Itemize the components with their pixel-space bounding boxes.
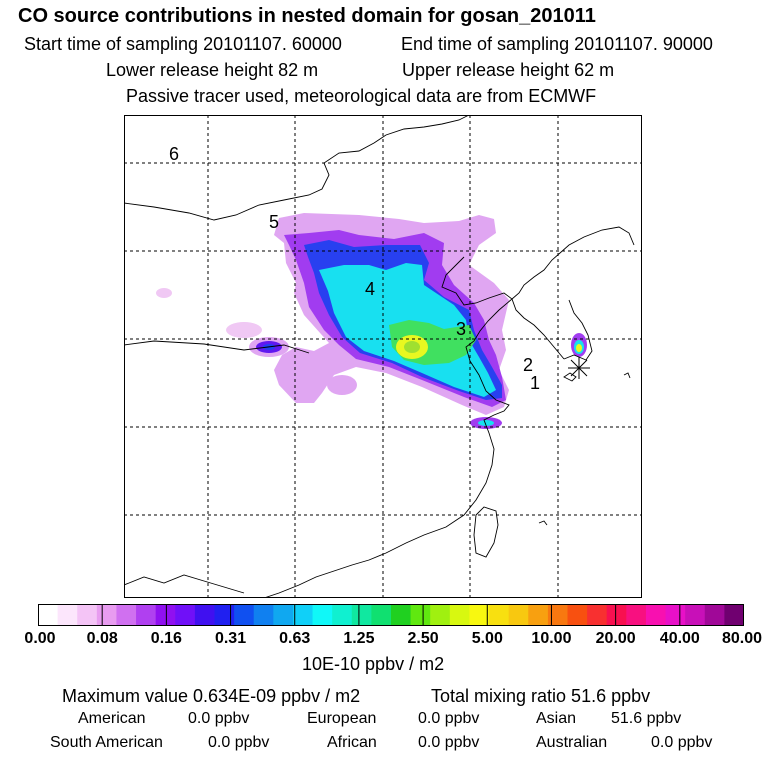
colorbar-tick-label: 0.31 <box>214 630 247 647</box>
tracer-note: Passive tracer used, meteorological data… <box>126 86 597 106</box>
region-value-american: 0.0 ppbv <box>188 710 250 727</box>
colorbar-cell <box>469 604 490 626</box>
colorbar-cell <box>430 604 451 626</box>
colorbar-tick-label: 40.00 <box>659 630 700 647</box>
region-name-american: American <box>78 710 146 727</box>
colorbar-cell <box>645 604 667 626</box>
colorbar-tick-label: 2.50 <box>407 630 439 647</box>
upper-release-height: Upper release height 62 m <box>402 60 615 80</box>
region-name-south-american: South American <box>50 734 163 751</box>
region-label-4: 4 <box>365 279 375 299</box>
region-name-european: European <box>307 710 377 727</box>
colorbar-cell <box>489 604 510 626</box>
colorbar-cell <box>410 604 431 626</box>
colorbar-cell <box>665 604 686 626</box>
plume <box>156 213 587 429</box>
colorbar-tick-label: 0.16 <box>150 630 182 647</box>
colorbar-cell <box>194 604 215 626</box>
max-value: Maximum value 0.634E-09 ppbv / m2 <box>62 686 361 706</box>
colorbar-cell <box>391 604 412 626</box>
start-time: Start time of sampling 20101107. 60000 <box>24 34 342 54</box>
colorbar-cell <box>57 604 78 626</box>
region-name-african: African <box>327 734 377 751</box>
colorbar-cell <box>96 604 117 626</box>
colorbar-cell <box>332 604 353 626</box>
colorbar-cell <box>449 604 470 626</box>
colorbar-cell <box>312 604 333 626</box>
colorbar-units: 10E-10 ppbv / m2 <box>302 654 445 674</box>
region-label-6: 6 <box>169 144 179 164</box>
colorbar-cell <box>273 604 294 626</box>
colorbar-cell <box>508 604 529 626</box>
colorbar-tick-label: 0.08 <box>86 630 118 647</box>
colorbar-cell <box>292 604 314 626</box>
colorbar-tick-label: 1.25 <box>343 630 375 647</box>
colorbar-cell <box>685 604 706 626</box>
chart-title: CO source contributions in nested domain… <box>18 5 596 27</box>
colorbar-cell <box>253 604 274 626</box>
colorbar-cell <box>175 604 196 626</box>
colorbar-cell <box>567 604 588 626</box>
colorbar-cell <box>626 604 647 626</box>
colorbar-tick-label: 80.00 <box>721 630 763 647</box>
region-label-2: 2 <box>523 355 533 375</box>
receptor-star-icon <box>568 357 590 379</box>
region-value-south-american: 0.0 ppbv <box>208 734 270 751</box>
gridlines <box>124 115 642 598</box>
colorbar-cell <box>77 604 98 626</box>
region-label-3: 3 <box>456 319 466 339</box>
region-value-european: 0.0 ppbv <box>418 710 480 727</box>
colorbar-cell <box>155 604 176 626</box>
colorbar-tick-label: 5.00 <box>471 630 503 647</box>
colorbar-cell <box>724 604 744 626</box>
colorbar-cell <box>606 604 627 626</box>
region-name-australian: Australian <box>536 734 608 751</box>
region-value-african: 0.0 ppbv <box>418 734 480 751</box>
colorbar-cell <box>704 604 725 626</box>
colorbar-cell <box>214 604 235 626</box>
region-value-asian: 51.6 ppbv <box>611 710 682 727</box>
region-label-1: 1 <box>530 373 540 393</box>
colorbar-cell <box>528 604 549 626</box>
lower-release-height: Lower release height 82 m <box>106 60 319 80</box>
map-plot: 6 5 4 3 2 1 <box>124 115 642 598</box>
end-time: End time of sampling 20101107. 90000 <box>401 34 713 54</box>
colorbar <box>38 604 744 626</box>
colorbar-cell <box>351 604 372 626</box>
colorbar-cell <box>587 604 608 626</box>
colorbar-cell <box>136 604 157 626</box>
colorbar-cell <box>547 604 568 626</box>
colorbar-cell <box>116 604 137 626</box>
colorbar-cell <box>38 604 59 626</box>
colorbar-cell <box>234 604 255 626</box>
region-value-australian: 0.0 ppbv <box>651 734 713 751</box>
total-mixing-ratio: Total mixing ratio 51.6 ppbv <box>431 686 651 706</box>
colorbar-tick-label: 10.00 <box>531 630 572 647</box>
colorbar-tick-label: 20.00 <box>595 630 636 647</box>
region-name-asian: Asian <box>536 710 577 727</box>
colorbar-cell <box>371 604 392 626</box>
region-label-5: 5 <box>269 212 279 232</box>
colorbar-tick-label: 0.63 <box>279 630 311 647</box>
coastlines <box>124 115 635 598</box>
colorbar-tick-label: 0.00 <box>24 630 56 647</box>
